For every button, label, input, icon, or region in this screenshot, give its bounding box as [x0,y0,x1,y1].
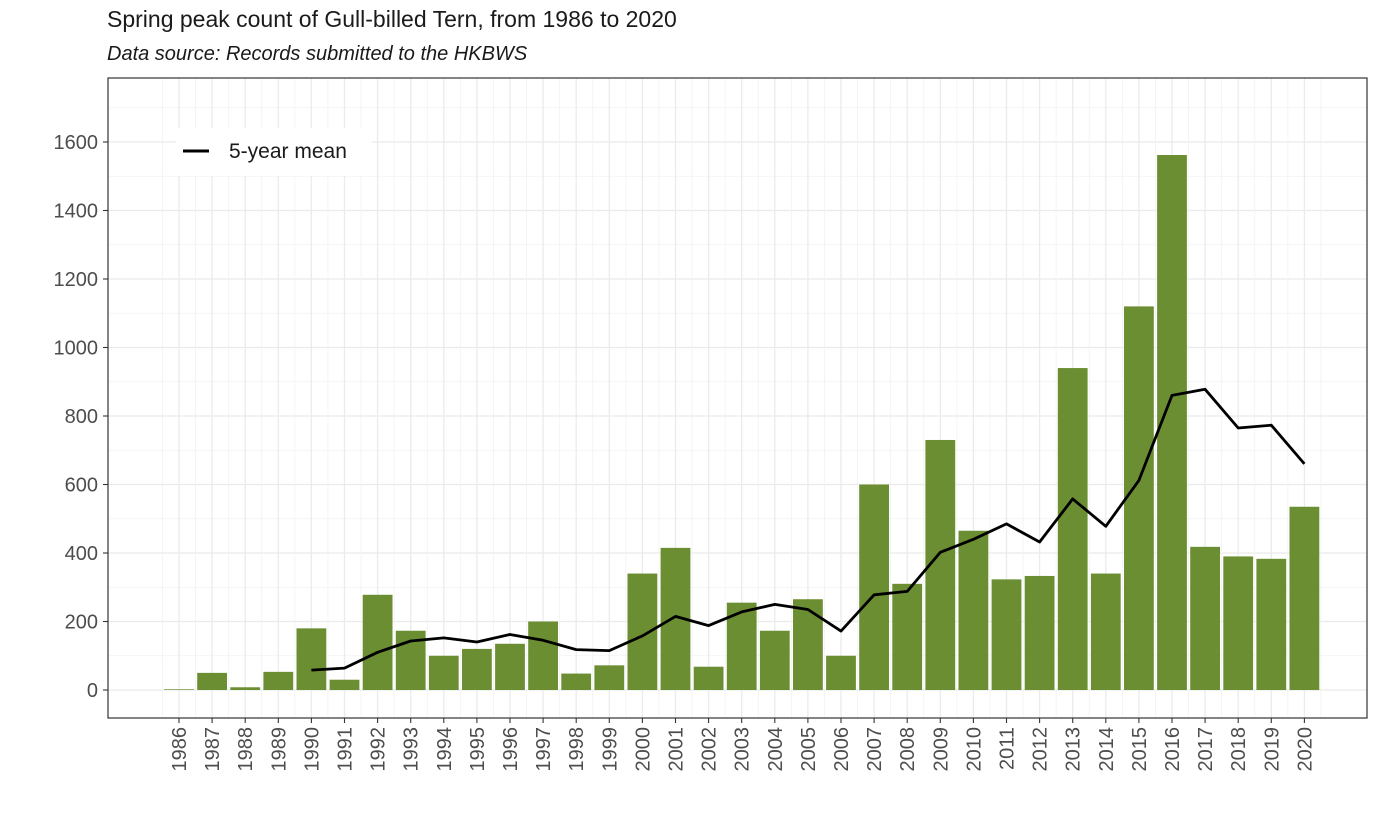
x-tick-label: 2008 [897,727,919,772]
bar-1998 [561,673,592,690]
bar-2000 [627,573,658,690]
bar-2008 [892,583,923,690]
x-tick-label: 2011 [997,727,1019,770]
bar-2018 [1223,556,1254,690]
x-tick-label: 1988 [235,727,257,772]
x-tick-label: 1997 [533,727,555,772]
x-tick-label: 1989 [268,727,290,772]
y-tick-label: 200 [65,612,98,634]
legend-label: 5-year mean [229,140,347,163]
bar-2002 [693,666,724,690]
bar-2013 [1057,368,1088,690]
x-tick-label: 2013 [1063,727,1085,772]
bar-1986 [164,689,194,690]
bar-2011 [991,579,1022,690]
x-tick-label: 2014 [1096,727,1118,772]
x-tick-label: 2004 [765,727,787,772]
x-tick-label: 2020 [1294,727,1316,772]
bar-2019 [1256,558,1287,690]
y-tick-label: 800 [65,406,98,428]
bar-2005 [793,599,823,690]
bar-1988 [230,687,261,690]
bar-2010 [958,530,989,690]
y-tick-label: 1000 [54,338,99,360]
x-tick-label: 2000 [632,727,654,772]
y-tick-label: 600 [65,475,98,497]
mean-line-group [311,387,1306,672]
x-tick-label: 1990 [301,727,323,772]
x-tick-label: 2003 [732,727,754,772]
x-axis: 1986 1987 1988 1989 1990 1991 1992 1993 1994 1995… [169,718,1316,772]
bar-1995 [462,648,492,690]
x-tick-label: 2002 [699,727,721,772]
x-tick-label: 2018 [1228,727,1250,772]
bar-1999 [594,665,625,690]
plot-border [107,77,1368,719]
x-tick-label: 2010 [963,727,985,772]
x-tick-label: 2009 [930,727,952,772]
x-tick-label: 1986 [169,727,191,772]
y-tick-label: 0 [87,680,98,702]
x-tick-label: 1995 [467,727,489,772]
y-tick-label: 1400 [54,201,99,223]
x-tick-label: 2007 [864,727,886,772]
bar-2014 [1090,573,1121,690]
x-tick-label: 2015 [1129,727,1151,772]
chart-subtitle: Data source: Records submitted to the HK… [107,43,528,65]
bar-2020 [1289,506,1320,690]
bar-1987 [197,672,227,690]
legend: 5-year mean [176,128,372,176]
x-tick-label: 1999 [599,727,621,772]
x-tick-label: 2006 [831,727,853,772]
bar-2004 [759,630,790,690]
x-tick-label: 2016 [1162,727,1184,772]
y-axis: 0 200 400 600 800 1000 1200 1400 1600 [54,132,108,702]
bar-2006 [826,655,856,690]
bar-1997 [528,621,558,690]
x-tick-label: 1991 [335,727,357,772]
x-tick-label: 1987 [202,727,224,772]
bar-2007 [859,484,889,690]
bar-1994 [428,655,459,690]
y-tick-label: 400 [65,543,98,565]
y-tick-label: 1600 [54,132,99,154]
x-tick-label: 1998 [566,727,588,772]
x-tick-label: 2001 [666,727,688,772]
x-tick-label: 2012 [1030,727,1052,772]
bars-group [164,155,1320,690]
mean-line [311,387,1306,672]
bar-1991 [329,679,360,690]
chart-title: Spring peak count of Gull-billed Tern, f… [107,6,677,32]
bar-2015 [1124,306,1154,690]
bar-1992 [362,594,393,690]
x-tick-label: 2005 [798,727,820,772]
y-tick-label: 1200 [54,269,99,291]
bar-2017 [1190,546,1220,690]
x-tick-label: 2019 [1261,727,1283,772]
bar-1990 [296,628,327,690]
x-tick-label: 2017 [1195,727,1217,772]
x-tick-label: 1994 [434,727,456,772]
bar-1996 [495,643,525,690]
x-tick-label: 1993 [401,727,423,772]
x-tick-label: 1996 [500,727,522,772]
x-tick-label: 1992 [368,727,390,772]
bar-2012 [1024,575,1055,690]
bar-1989 [263,671,294,690]
